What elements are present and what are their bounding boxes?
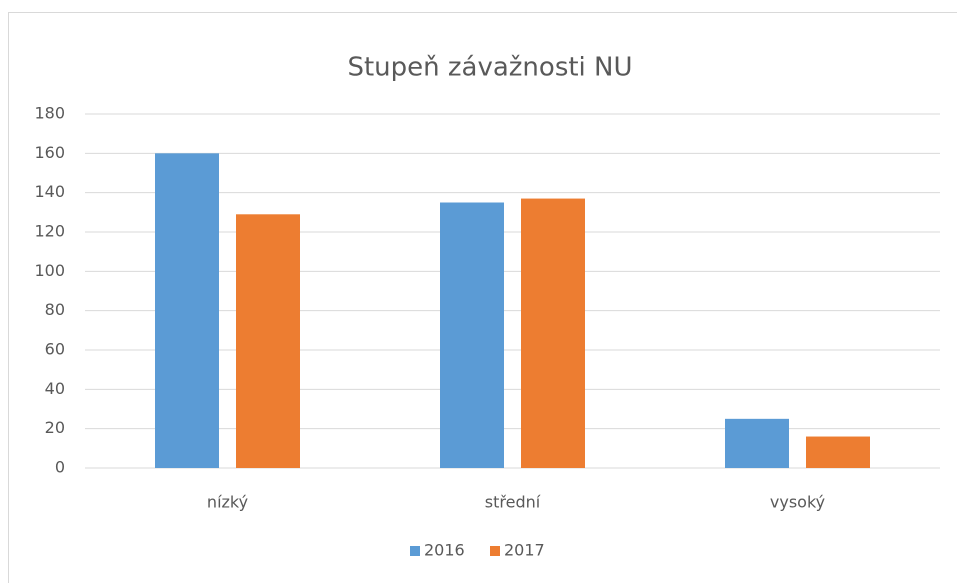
y-tick-label: 20 [45, 418, 65, 437]
chart-title: Stupeň závažnosti NU [347, 53, 632, 83]
y-tick-label: 140 [34, 182, 65, 201]
y-tick-label: 60 [45, 340, 65, 359]
y-tick-label: 40 [45, 379, 65, 398]
y-tick-label: 0 [55, 458, 65, 477]
y-tick-label: 160 [34, 143, 65, 162]
x-tick-label: vysoký [770, 493, 825, 512]
bar [440, 202, 504, 468]
bar [236, 214, 300, 468]
y-tick-label: 180 [34, 104, 65, 123]
x-tick-label: nízký [207, 493, 248, 512]
x-tick-label: střední [485, 493, 541, 512]
legend-label: 2016 [424, 541, 465, 560]
bar [725, 418, 789, 468]
y-tick-label: 80 [45, 300, 65, 319]
bar [155, 153, 219, 469]
legend-swatch [490, 546, 500, 556]
y-tick-label: 120 [34, 222, 65, 241]
legend-swatch [410, 546, 420, 556]
bar [806, 436, 870, 468]
bar [521, 198, 585, 469]
legend-label: 2017 [504, 541, 545, 560]
y-tick-label: 100 [34, 261, 65, 280]
